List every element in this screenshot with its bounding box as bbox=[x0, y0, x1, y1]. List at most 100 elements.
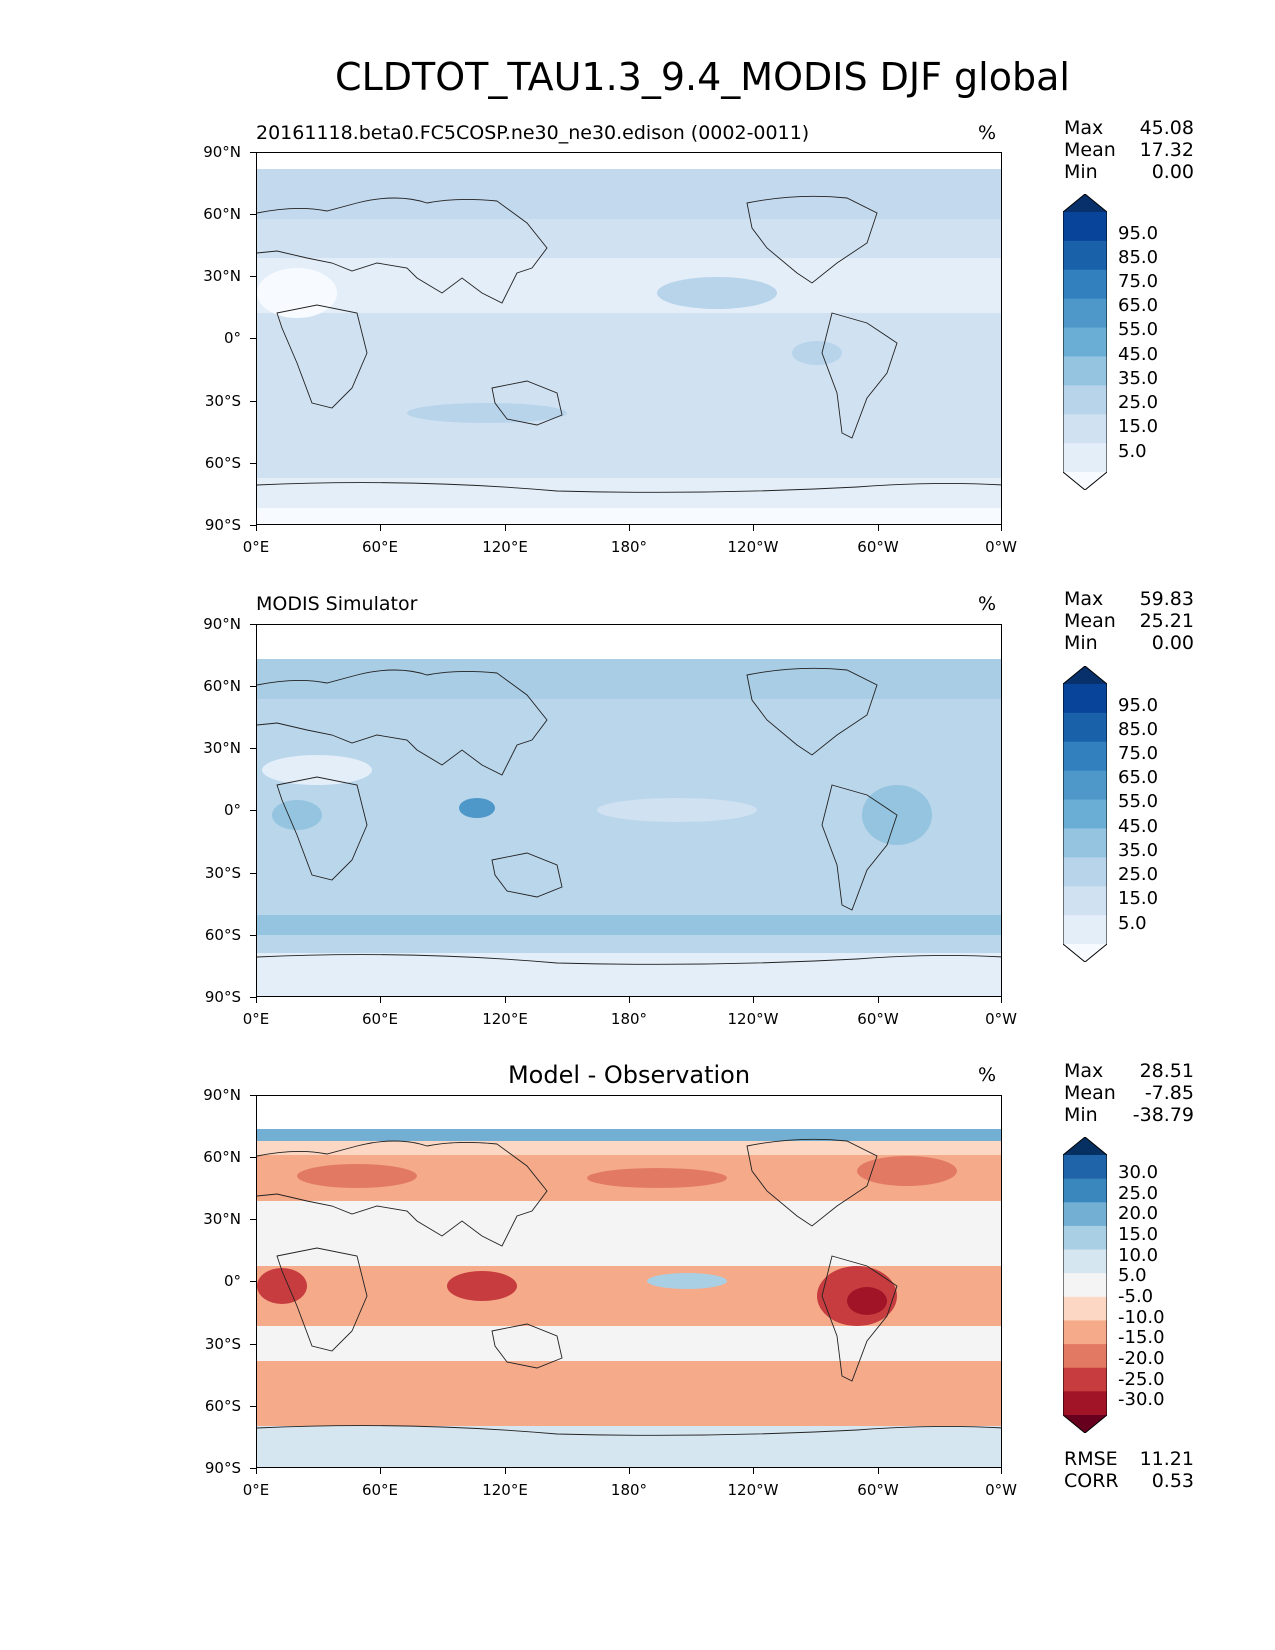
stats-block: Max 28.51 Mean -7.85 Min -38.79 bbox=[1064, 1060, 1194, 1126]
lat-tick-label: 90°S bbox=[204, 988, 241, 1006]
lat-tick bbox=[250, 997, 256, 998]
stat-value: 59.83 bbox=[1139, 588, 1194, 610]
lon-tick bbox=[380, 525, 381, 531]
lon-tick-label: 0°W bbox=[985, 1481, 1017, 1499]
lat-tick bbox=[250, 1281, 256, 1282]
stat-label: Max bbox=[1064, 117, 1104, 139]
colorbar-segment bbox=[1063, 1249, 1107, 1274]
lat-tick-label: 90°N bbox=[203, 615, 241, 633]
colorbar-tick-label: 35.0 bbox=[1118, 840, 1159, 861]
stat-value: 25.21 bbox=[1139, 610, 1194, 632]
colorbar-tick-label: 45.0 bbox=[1118, 816, 1159, 837]
stat-value: 17.32 bbox=[1139, 139, 1194, 161]
rmse-value: 11.21 bbox=[1139, 1448, 1194, 1470]
map-difference bbox=[256, 1095, 1002, 1468]
colorbar-tick-label: -20.0 bbox=[1118, 1348, 1165, 1369]
lat-tick-label: 60°N bbox=[203, 205, 241, 223]
lon-tick-label: 0°E bbox=[242, 1010, 270, 1028]
lon-tick bbox=[753, 997, 754, 1003]
colorbar-segment bbox=[1063, 414, 1107, 444]
colorbar-tick-label: 25.0 bbox=[1118, 864, 1159, 885]
lat-tick bbox=[250, 1344, 256, 1345]
lat-tick-label: 30°N bbox=[203, 739, 241, 757]
lat-tick-label: 60°N bbox=[203, 677, 241, 695]
panel-units: % bbox=[978, 122, 997, 144]
lon-tick bbox=[753, 1468, 754, 1474]
lat-tick-label: 90°S bbox=[204, 516, 241, 534]
colorbar-tick-label: 85.0 bbox=[1118, 719, 1159, 740]
colorbar-tick-label: 95.0 bbox=[1118, 695, 1159, 716]
figure-title: CLDTOT_TAU1.3_9.4_MODIS DJF global bbox=[335, 55, 1070, 99]
stat-label: Min bbox=[1064, 161, 1098, 183]
lon-tick-label: 0°E bbox=[242, 538, 270, 556]
colorbar-tick-label: -5.0 bbox=[1118, 1286, 1154, 1307]
lon-tick bbox=[753, 525, 754, 531]
lat-tick bbox=[250, 276, 256, 277]
lat-tick-label: 0° bbox=[223, 801, 241, 819]
colorbar-tick-label: 30.0 bbox=[1118, 1162, 1159, 1183]
lat-tick bbox=[250, 1468, 256, 1469]
lon-tick bbox=[505, 997, 506, 1003]
colorbar-segment bbox=[1063, 684, 1107, 714]
colorbar-segment bbox=[1063, 1137, 1107, 1155]
stat-label: Mean bbox=[1064, 610, 1116, 632]
lat-tick-label: 30°N bbox=[203, 1210, 241, 1228]
lat-tick bbox=[250, 338, 256, 339]
colorbar-tick-label: 65.0 bbox=[1118, 295, 1159, 316]
rmse-label: RMSE bbox=[1064, 1448, 1118, 1470]
lon-tick bbox=[505, 1468, 506, 1474]
stat-label: Mean bbox=[1064, 139, 1116, 161]
corr-label: CORR bbox=[1064, 1470, 1119, 1492]
lon-tick bbox=[629, 525, 630, 531]
colorbar-tick-label: 15.0 bbox=[1118, 888, 1159, 909]
stats-block: Max 45.08 Mean 17.32 Min 0.00 bbox=[1064, 117, 1194, 183]
stat-value: 28.51 bbox=[1139, 1060, 1194, 1082]
colorbar-segment bbox=[1063, 915, 1107, 945]
lat-tick bbox=[250, 810, 256, 811]
colorbar-segment bbox=[1063, 712, 1107, 743]
lat-tick bbox=[250, 873, 256, 874]
lon-tick bbox=[1001, 525, 1002, 531]
colorbar-segment bbox=[1063, 770, 1107, 801]
colorbar-segment bbox=[1063, 886, 1107, 916]
colorbar-segment bbox=[1063, 1296, 1107, 1321]
lat-tick-label: 90°S bbox=[204, 1459, 241, 1477]
panel-units: % bbox=[978, 593, 997, 615]
stat-value: -7.85 bbox=[1144, 1082, 1194, 1104]
lat-tick-label: 30°S bbox=[204, 864, 241, 882]
skill-scores: RMSE 11.21 CORR 0.53 bbox=[1064, 1448, 1194, 1492]
lon-tick bbox=[1001, 997, 1002, 1003]
lon-tick bbox=[380, 997, 381, 1003]
colorbar-tick-label: 35.0 bbox=[1118, 368, 1159, 389]
lon-tick-label: 60°W bbox=[857, 538, 899, 556]
colorbar-tick-label: 75.0 bbox=[1118, 271, 1159, 292]
colorbar-tick-label: 45.0 bbox=[1118, 344, 1159, 365]
lat-tick-label: 60°N bbox=[203, 1148, 241, 1166]
lat-tick bbox=[250, 1095, 256, 1096]
colorbar-tick-label: -10.0 bbox=[1118, 1307, 1165, 1328]
colorbar-tick-label: 5.0 bbox=[1118, 441, 1147, 462]
colorbar-segment bbox=[1063, 443, 1107, 473]
colorbar-segment bbox=[1063, 298, 1107, 329]
colorbar bbox=[1063, 1137, 1107, 1433]
lat-tick-label: 60°S bbox=[204, 454, 241, 472]
lon-tick-label: 120°E bbox=[482, 1481, 528, 1499]
lat-tick-label: 30°S bbox=[204, 392, 241, 410]
colorbar-segment bbox=[1063, 385, 1107, 415]
lon-tick-label: 120°E bbox=[482, 538, 528, 556]
lon-tick-label: 120°E bbox=[482, 1010, 528, 1028]
colorbar-tick-label: 55.0 bbox=[1118, 791, 1159, 812]
colorbar bbox=[1063, 666, 1107, 962]
lat-tick-label: 30°S bbox=[204, 1335, 241, 1353]
lat-tick-label: 0° bbox=[223, 1272, 241, 1290]
colorbar-segment bbox=[1063, 944, 1107, 962]
colorbar-segment bbox=[1063, 240, 1107, 271]
lon-tick-label: 120°W bbox=[727, 1481, 779, 1499]
lon-tick-label: 60°W bbox=[857, 1010, 899, 1028]
colorbar-segment bbox=[1063, 828, 1107, 858]
stat-value: 0.00 bbox=[1151, 632, 1194, 654]
colorbar-tick-label: 85.0 bbox=[1118, 247, 1159, 268]
colorbar-tick-label: -15.0 bbox=[1118, 1327, 1165, 1348]
colorbar-segment bbox=[1063, 472, 1107, 490]
lon-tick-label: 60°W bbox=[857, 1481, 899, 1499]
